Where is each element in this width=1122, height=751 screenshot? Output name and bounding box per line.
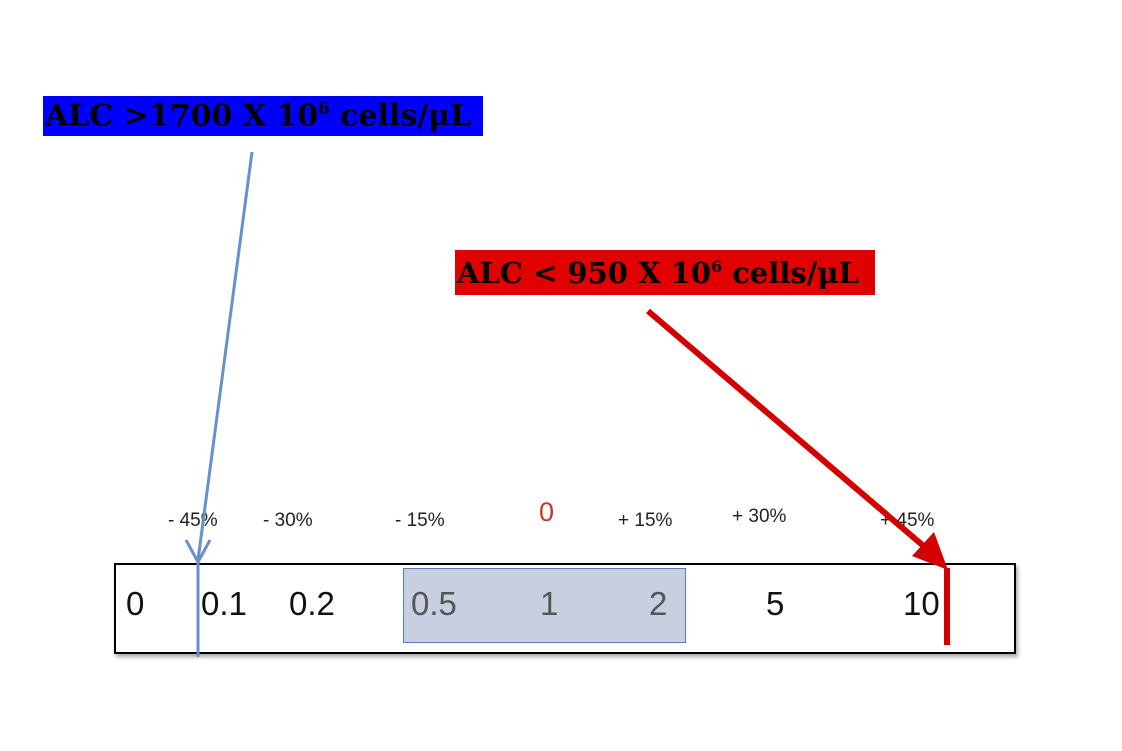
scale-value-5: 5 xyxy=(766,585,785,622)
red-arrow-line xyxy=(646,308,942,563)
scale-value-1: 1 xyxy=(540,585,559,622)
scale-value-0: 0 xyxy=(126,585,145,622)
alc-high-label: ALC >1700 X 106 cells/μL xyxy=(43,96,483,136)
scale-value-10: 10 xyxy=(903,585,940,622)
tick-zero: 0 xyxy=(539,497,555,527)
tick-plus-45: + 45% xyxy=(880,510,935,531)
tick-minus-15: - 15% xyxy=(395,510,445,531)
scale-value-2: 2 xyxy=(649,585,668,622)
scale-value-0-1: 0.1 xyxy=(201,585,247,622)
red-arrow-head xyxy=(912,532,948,570)
normal-range-highlight xyxy=(403,568,686,643)
scale-value-0-5: 0.5 xyxy=(411,585,457,622)
tick-plus-30: + 30% xyxy=(732,506,787,527)
alc-low-label: ALC < 950 X 106 cells/μL xyxy=(455,250,875,295)
tick-minus-30: - 30% xyxy=(263,510,313,531)
tick-plus-15: + 15% xyxy=(618,510,673,531)
scale-value-0-2: 0.2 xyxy=(289,585,335,622)
blue-arrow-line xyxy=(196,151,254,561)
